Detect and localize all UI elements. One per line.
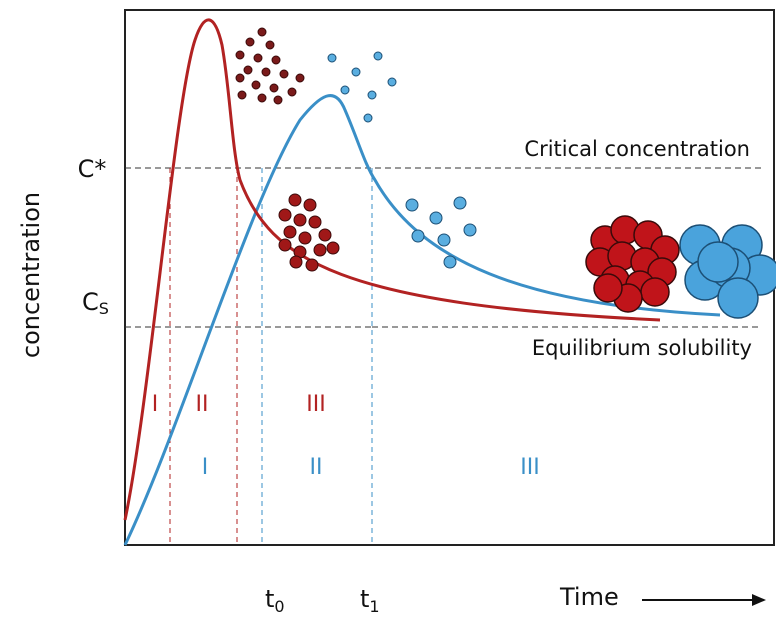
particle bbox=[303, 198, 317, 212]
c-star: C* bbox=[78, 155, 107, 183]
particle bbox=[463, 223, 477, 237]
red-stage: III bbox=[306, 392, 325, 417]
blue-stage: I bbox=[202, 455, 209, 480]
critical-label: Critical concentration bbox=[524, 137, 750, 161]
equilibrium-label: Equilibrium solubility bbox=[532, 336, 752, 360]
red-stage: I bbox=[152, 392, 159, 417]
red-curve bbox=[123, 18, 661, 521]
particle bbox=[363, 113, 373, 123]
particle bbox=[283, 225, 297, 239]
particle bbox=[289, 255, 303, 269]
particle bbox=[253, 53, 263, 63]
blue-stage: III bbox=[520, 455, 539, 480]
t1: t1 bbox=[360, 585, 380, 616]
x-label: Time bbox=[559, 583, 619, 611]
particle bbox=[235, 50, 245, 60]
particle bbox=[288, 193, 302, 207]
particles bbox=[235, 27, 776, 319]
t0-sub: 0 bbox=[274, 597, 284, 616]
particle bbox=[237, 90, 247, 100]
particle bbox=[243, 65, 253, 75]
particle bbox=[640, 277, 670, 307]
t0-base: t bbox=[265, 585, 274, 613]
particle bbox=[387, 77, 397, 87]
c-s-sub: S bbox=[99, 299, 109, 318]
particle bbox=[245, 37, 255, 47]
particle bbox=[313, 243, 327, 257]
particle bbox=[318, 228, 332, 242]
t1-base: t bbox=[360, 585, 369, 613]
particle bbox=[273, 95, 283, 105]
particle bbox=[257, 27, 267, 37]
time-arrowhead bbox=[752, 594, 766, 606]
particle bbox=[593, 273, 623, 303]
particle bbox=[327, 53, 337, 63]
particle bbox=[453, 196, 467, 210]
particle bbox=[251, 80, 261, 90]
particle bbox=[717, 277, 759, 319]
particle bbox=[287, 87, 297, 97]
blue-curve bbox=[123, 94, 721, 546]
particle bbox=[278, 238, 292, 252]
particle bbox=[279, 69, 289, 79]
blue-stage: II bbox=[310, 455, 323, 480]
y-label: concentration bbox=[17, 192, 45, 358]
c-s: CS bbox=[82, 288, 109, 318]
particle bbox=[697, 241, 739, 283]
particle bbox=[308, 215, 322, 229]
particle bbox=[351, 67, 361, 77]
particle bbox=[293, 213, 307, 227]
particle bbox=[443, 255, 457, 269]
t1-sub: 1 bbox=[369, 597, 379, 616]
particle bbox=[367, 90, 377, 100]
particle bbox=[411, 229, 425, 243]
c-s-base: C bbox=[82, 288, 99, 316]
particle bbox=[405, 198, 419, 212]
particle bbox=[305, 258, 319, 272]
particle bbox=[326, 241, 340, 255]
particle bbox=[429, 211, 443, 225]
particle bbox=[295, 73, 305, 83]
frame bbox=[124, 9, 775, 546]
particle bbox=[271, 55, 281, 65]
particle bbox=[265, 40, 275, 50]
particle bbox=[340, 85, 350, 95]
particle bbox=[437, 233, 451, 247]
particle bbox=[257, 93, 267, 103]
particle bbox=[373, 51, 383, 61]
particle bbox=[269, 83, 279, 93]
red-stage: II bbox=[196, 392, 209, 417]
t0: t0 bbox=[265, 585, 285, 616]
particle bbox=[278, 208, 292, 222]
particle bbox=[261, 67, 271, 77]
particle bbox=[235, 73, 245, 83]
particle bbox=[298, 231, 312, 245]
